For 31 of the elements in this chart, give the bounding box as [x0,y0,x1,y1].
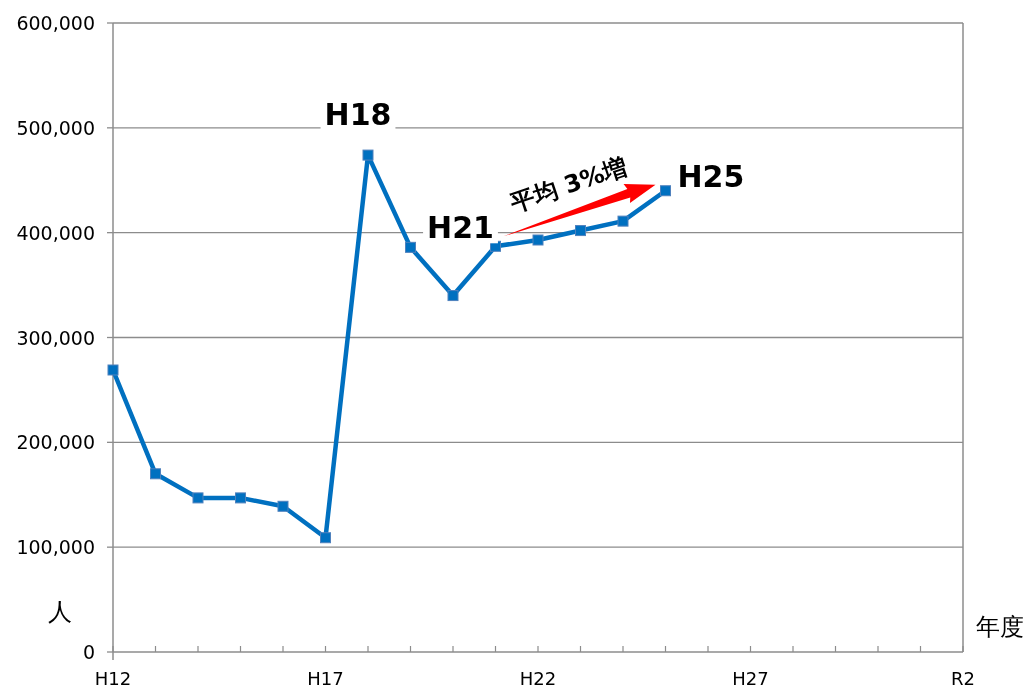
point [107,364,119,376]
y-tick-label: 500,000 [16,116,95,139]
point [150,468,161,480]
y-tick-label: 400,000 [16,221,95,244]
annotation: H18 [324,97,392,133]
x-tick-label: H27 [732,668,769,689]
x-tick-label: R2 [951,668,975,689]
point [532,234,544,246]
point [660,185,671,197]
point [277,500,289,512]
point [405,241,416,253]
x-tick-label: H17 [307,668,344,689]
point [362,149,374,161]
y-tick-label: 0 [82,641,95,663]
x-tick-label: H12 [94,668,132,689]
y-axis-title: 人 [48,598,72,626]
point [575,225,586,237]
y-tick-label: 300,000 [16,326,95,349]
point [192,492,204,504]
point [235,492,246,504]
annotation: H21 [427,210,494,246]
point [617,215,629,227]
point [320,532,331,544]
y-tick-label: 600,000 [16,12,95,34]
annotation: H25 [677,158,745,194]
y-tick-label: 200,000 [16,431,95,454]
annotation: 平均 3%増 [506,152,631,218]
y-tick-label: 100,000 [16,536,95,559]
x-axis-title: 年度 [976,613,1024,641]
x-tick-label: H22 [519,668,557,689]
point [447,290,459,302]
